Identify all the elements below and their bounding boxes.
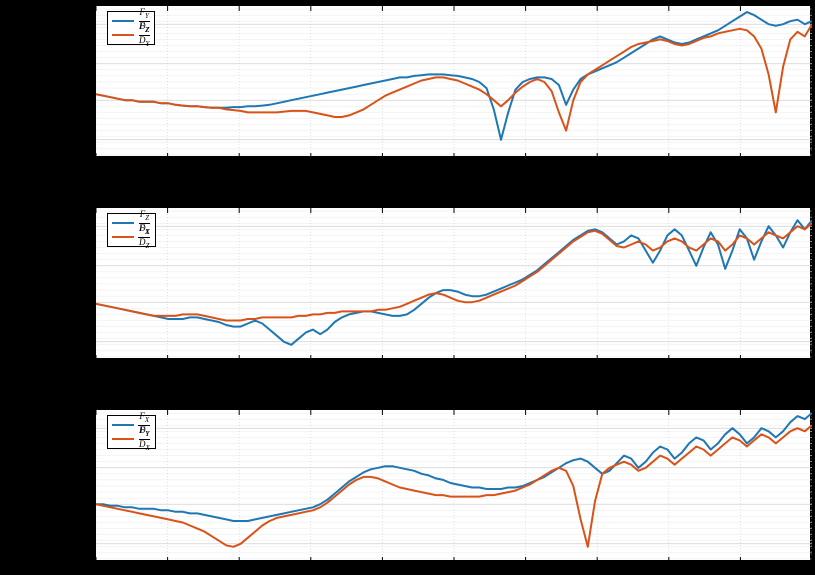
chart-svg-2 (96, 208, 812, 360)
legend-label-2-2: FXDZ (138, 223, 150, 251)
chart-svg-3 (96, 410, 812, 562)
legend-row-2-2: FXDZ (112, 230, 151, 244)
legend-2: FZDXFXDZ (107, 213, 156, 247)
legend-swatch-orange (112, 236, 134, 238)
legend-swatch-orange (112, 34, 134, 36)
legend-swatch-blue (112, 222, 134, 224)
legend-swatch-blue (112, 20, 134, 22)
chart-svg-1 (96, 6, 812, 158)
legend-1: FYDZFZDY (107, 11, 155, 45)
legend-row-1-2: FZDY (112, 28, 150, 42)
legend-label-3-2: FYDX (138, 425, 151, 453)
legend-swatch-orange (112, 438, 134, 440)
legend-label-1-2: FZDY (138, 21, 150, 49)
legend-row-3-2: FYDX (112, 432, 151, 446)
chart-panel-2 (95, 207, 811, 359)
legend-3: FXDYFYDX (107, 415, 156, 449)
chart-panel-1 (95, 5, 811, 157)
chart-panel-3 (95, 409, 811, 561)
legend-swatch-blue (112, 424, 134, 426)
